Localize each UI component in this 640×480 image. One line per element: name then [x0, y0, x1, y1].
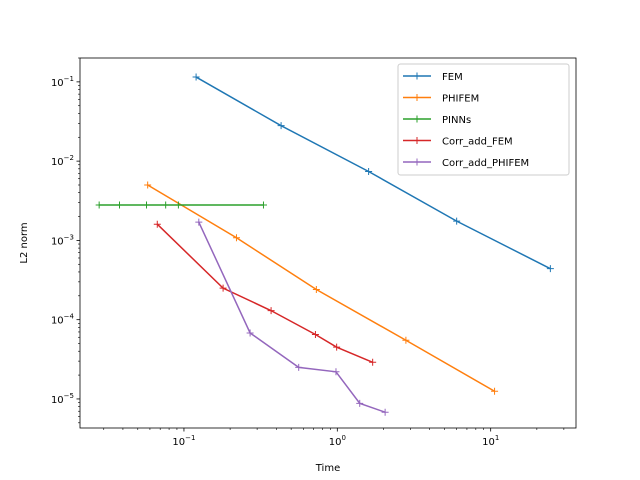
- data-point-corr-add-phifem: [356, 399, 364, 407]
- x-tick-label-mantissa: 10: [482, 437, 495, 448]
- y-tick-label-exponent: −4: [64, 313, 75, 321]
- data-point-corr-add-fem: [153, 220, 161, 228]
- series-line-corr-add-phifem: [198, 221, 386, 413]
- data-point-corr-add-phifem: [332, 368, 340, 376]
- data-point-pinns: [95, 201, 103, 209]
- y-tick-label-exponent: −1: [64, 75, 74, 83]
- data-point-fem: [453, 217, 461, 225]
- x-tick-label-mantissa: 10: [172, 437, 185, 448]
- y-tick-label-exponent: −3: [64, 233, 74, 241]
- y-tick-label-mantissa: 10: [51, 395, 64, 406]
- x-tick-label: 10−1: [172, 434, 195, 448]
- data-point-phifem: [232, 234, 240, 242]
- data-point-pinns: [174, 201, 182, 209]
- data-point-corr-add-phifem: [381, 408, 389, 416]
- legend-item-corr-add-fem: Corr_add_FEM: [403, 137, 513, 148]
- y-tick-label-mantissa: 10: [51, 78, 64, 89]
- x-axis-ticks: 10−1 100 101: [103, 428, 565, 448]
- series-fem: [192, 73, 554, 273]
- y-axis-label: L2 norm: [19, 222, 30, 263]
- x-tick-label-exponent: 0: [341, 434, 345, 442]
- data-point-fem: [365, 167, 373, 175]
- legend-label-corr-add-fem: Corr_add_FEM: [442, 137, 513, 148]
- legend-marker-phifem: [413, 94, 421, 101]
- data-point-pinns: [116, 201, 124, 209]
- y-tick-label-mantissa: 10: [51, 157, 64, 168]
- legend: FEM PHIFEM PINNs Corr_add_FEM Corr_add_PHIFE…: [397, 63, 570, 176]
- data-point-corr-add-fem: [311, 331, 319, 339]
- series-line-corr-add-fem: [156, 223, 373, 363]
- data-point-corr-add-phifem: [295, 363, 303, 371]
- y-tick-label-exponent: −2: [64, 154, 74, 162]
- y-tick-label: 10−4: [51, 313, 75, 327]
- series-corr-add-fem: [153, 220, 377, 366]
- data-point-corr-add-fem: [369, 358, 377, 366]
- data-point-pinns: [143, 201, 151, 209]
- x-axis-label: Time: [315, 463, 340, 474]
- data-point-fem: [277, 122, 285, 130]
- data-point-pinns: [162, 201, 170, 209]
- series-pinns: [95, 201, 267, 209]
- data-point-fem: [546, 265, 554, 273]
- data-point-phifem: [312, 286, 320, 294]
- data-point-corr-add-fem: [267, 307, 275, 315]
- y-tick-label: 10−5: [51, 392, 74, 406]
- x-tick-label: 101: [482, 434, 499, 448]
- legend-item-corr-add-phifem: Corr_add_PHIFEM: [403, 158, 529, 169]
- legend-label-phifem: PHIFEM: [442, 94, 479, 105]
- x-tick-label-exponent: −1: [185, 434, 195, 442]
- y-axis-ticks: 10−510−410−310−210−1: [51, 57, 80, 424]
- data-point-corr-add-phifem: [246, 329, 254, 337]
- series-corr-add-phifem: [195, 218, 389, 416]
- data-point-corr-add-phifem: [195, 218, 203, 226]
- data-point-phifem: [144, 181, 152, 189]
- legend-item-phifem: PHIFEM: [403, 94, 479, 105]
- legend-marker-fem: [413, 72, 421, 80]
- y-tick-label-exponent: −5: [64, 392, 74, 400]
- data-point-phifem: [402, 336, 410, 344]
- data-point-phifem: [491, 387, 499, 395]
- data-point-corr-add-fem: [219, 284, 227, 292]
- y-tick-label-mantissa: 10: [51, 316, 64, 327]
- y-tick-label: 10−3: [51, 233, 74, 247]
- data-point-corr-add-fem: [333, 343, 341, 351]
- legend-label-corr-add-phifem: Corr_add_PHIFEM: [442, 158, 529, 169]
- y-tick-label: 10−1: [51, 75, 74, 89]
- data-point-pinns: [259, 201, 267, 209]
- legend-label-pinns: PINNs: [442, 115, 471, 126]
- y-tick-label-mantissa: 10: [51, 236, 64, 247]
- legend-item-pinns: PINNs: [403, 115, 471, 126]
- series-phifem: [144, 181, 499, 395]
- data-point-fem: [192, 73, 200, 81]
- y-tick-label: 10−2: [51, 154, 74, 168]
- legend-label-fem: FEM: [442, 72, 463, 83]
- x-tick-label-exponent: 1: [495, 434, 499, 442]
- x-tick-label-mantissa: 10: [329, 437, 342, 448]
- x-tick-label: 100: [329, 434, 346, 448]
- legend-marker-pinns: [413, 115, 421, 123]
- legend-marker-corr-add-phifem: [413, 158, 421, 166]
- legend-box: [397, 63, 570, 176]
- legend-marker-corr-add-fem: [413, 137, 421, 144]
- series-layer: [95, 73, 554, 416]
- plot-frame: [79, 57, 577, 429]
- legend-item-fem: FEM: [403, 72, 463, 83]
